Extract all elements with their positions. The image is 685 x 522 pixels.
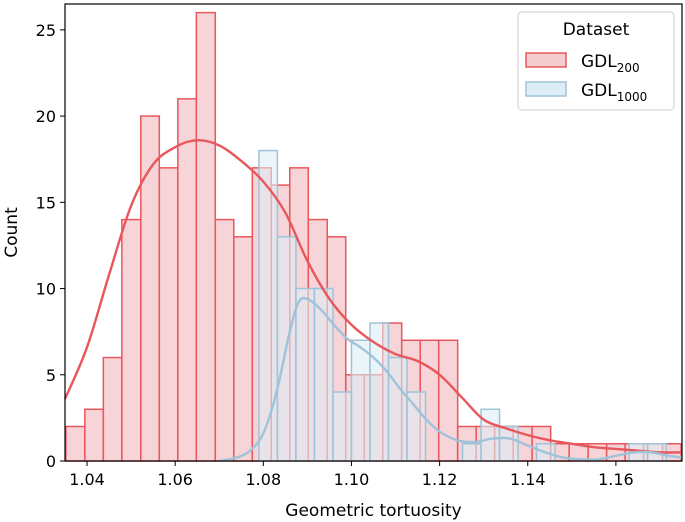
y-tick-label: 0 [46, 452, 56, 471]
x-axis-ticks: 1.04 1.06 1.08 1.10 1.12 1.14 1.16 [69, 461, 634, 489]
x-tick-label: 1.06 [157, 470, 193, 489]
x-tick-label: 1.10 [334, 470, 370, 489]
hist-bar-1000-7 [387, 356, 408, 462]
y-tick-label: 20 [36, 107, 56, 126]
hist-bar-1000-6 [369, 322, 390, 462]
x-axis-label: Geometric tortuosity [285, 501, 461, 521]
hist-bar-1000-4 [332, 391, 353, 462]
hist-bar-1000-11 [461, 443, 482, 462]
x-tick-label: 1.12 [422, 470, 458, 489]
hist-bar-200-20 [437, 339, 459, 462]
hist-bar-200-5 [158, 167, 179, 462]
plot-frame [64, 3, 683, 462]
legend-label-gdl200: GDL200 [581, 52, 640, 75]
hist-bar-200-8 [214, 218, 235, 462]
x-tick-label: 1.08 [246, 470, 282, 489]
hist-bar-200-9 [233, 236, 254, 462]
x-tick-label: 1.04 [69, 470, 105, 489]
hist-bar-1000-5 [350, 339, 371, 462]
hist-bar-200-2 [102, 356, 123, 462]
legend-label-gdl1000-base: GDL [581, 81, 617, 101]
y-axis-label: Count [2, 207, 22, 258]
kde-line-1000 [219, 296, 683, 463]
hist-bar-1000-2 [295, 287, 316, 462]
y-tick-label: 10 [36, 280, 56, 299]
hist-bar-200-7 [195, 11, 217, 462]
y-tick-label: 25 [36, 21, 56, 40]
y-axis-ticks: 0 5 10 15 20 25 [36, 21, 65, 471]
hist-bar-1000-12 [480, 408, 501, 462]
hist-bar-200-1 [84, 408, 105, 462]
legend-label-gdl200-sub: 200 [617, 61, 640, 75]
x-tick-label: 1.14 [510, 470, 546, 489]
legend: Dataset GDL200 GDL1000 [517, 11, 675, 111]
legend-swatch-gdl1000 [525, 81, 567, 97]
hist-bar-200-3 [121, 218, 142, 462]
y-tick-label: 15 [36, 193, 56, 212]
legend-label-gdl1000: GDL1000 [581, 81, 647, 104]
hist-bar-200-6 [177, 98, 198, 462]
legend-title: Dataset [563, 20, 630, 40]
legend-label-gdl1000-sub: 1000 [617, 90, 648, 104]
kde-curves [63, 139, 683, 463]
x-tick-label: 1.16 [598, 470, 634, 489]
legend-label-gdl200-base: GDL [581, 52, 617, 72]
legend-swatch-gdl200 [525, 52, 567, 68]
kde-line-200 [63, 139, 683, 454]
hist-bar-200-0 [65, 425, 86, 462]
bars-gdl1000 [258, 149, 667, 462]
hist-bar-1000-8 [406, 391, 427, 462]
y-tick-label: 5 [46, 366, 56, 385]
